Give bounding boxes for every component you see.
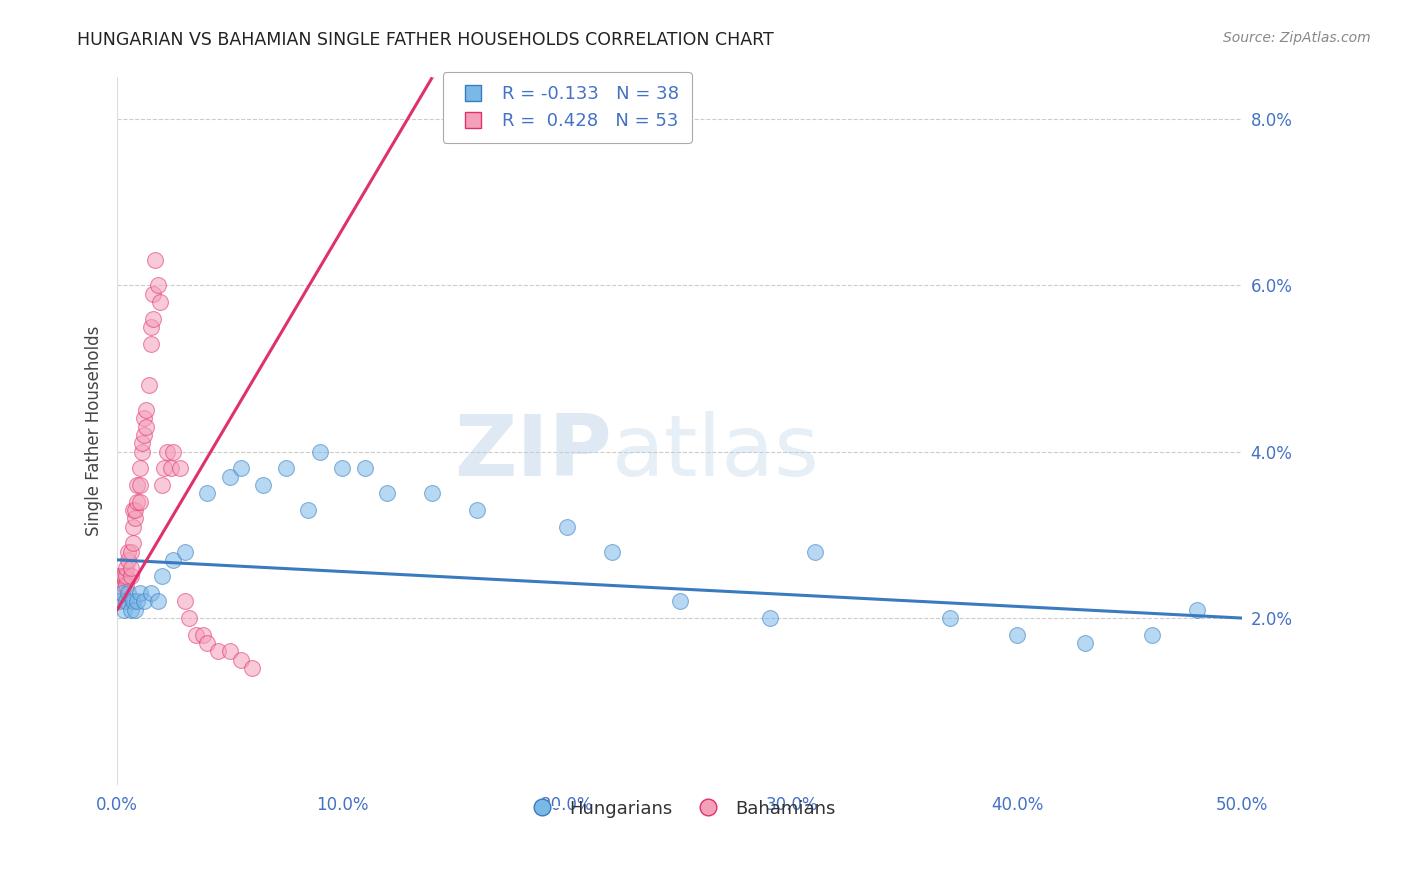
Point (122, 536, 145, 550)
Point (135, 403, 157, 417)
Point (146, 278, 169, 293)
Point (112, 569, 135, 583)
Point (173, 544, 195, 558)
Point (218, 469, 240, 483)
Point (184, 628, 207, 642)
Point (120, 561, 142, 575)
Point (150, 569, 173, 583)
Point (668, 594, 690, 608)
Point (124, 511, 146, 525)
Point (375, 486, 398, 500)
Point (117, 553, 139, 567)
Point (240, 661, 263, 675)
Point (195, 486, 218, 500)
Point (134, 594, 156, 608)
Legend: Hungarians, Bahamians: Hungarians, Bahamians (516, 792, 844, 825)
Text: HUNGARIAN VS BAHAMIAN SINGLE FATHER HOUSEHOLDS CORRELATION CHART: HUNGARIAN VS BAHAMIAN SINGLE FATHER HOUS… (77, 31, 775, 49)
Point (297, 503, 319, 517)
Point (120, 569, 142, 583)
Point (122, 503, 145, 517)
Point (169, 461, 191, 475)
Point (191, 628, 214, 642)
Point (160, 461, 183, 475)
Point (115, 569, 138, 583)
Point (600, 544, 623, 558)
Point (330, 461, 353, 475)
Point (149, 295, 172, 310)
Point (111, 586, 134, 600)
Point (139, 336, 162, 351)
Point (803, 544, 825, 558)
Point (115, 578, 138, 592)
Point (112, 603, 135, 617)
Point (128, 478, 150, 492)
Point (153, 461, 176, 475)
Point (139, 586, 162, 600)
Text: atlas: atlas (612, 410, 820, 493)
Point (108, 569, 131, 583)
Point (122, 594, 145, 608)
Point (120, 603, 142, 617)
Point (162, 553, 184, 567)
Point (1074, 636, 1097, 650)
Point (1142, 628, 1164, 642)
Point (938, 611, 960, 625)
Point (127, 478, 149, 492)
Point (173, 594, 195, 608)
Point (108, 594, 131, 608)
Point (131, 444, 153, 458)
Point (142, 311, 165, 326)
Text: ZIP: ZIP (454, 410, 612, 493)
Point (1187, 603, 1209, 617)
Point (124, 503, 146, 517)
Point (156, 444, 179, 458)
Point (207, 644, 229, 658)
Point (128, 586, 150, 600)
Point (142, 286, 165, 301)
Point (1005, 628, 1028, 642)
Point (134, 411, 156, 425)
Point (138, 378, 160, 392)
Point (128, 461, 150, 475)
Point (124, 603, 146, 617)
Point (146, 594, 169, 608)
Point (117, 544, 139, 558)
Point (111, 569, 134, 583)
Point (150, 478, 173, 492)
Point (229, 461, 252, 475)
Point (195, 636, 218, 650)
Point (134, 428, 156, 442)
Point (252, 478, 274, 492)
Point (127, 594, 149, 608)
Point (758, 611, 780, 625)
Point (179, 611, 201, 625)
Point (127, 494, 149, 508)
Point (128, 494, 150, 508)
Point (115, 594, 138, 608)
Point (218, 644, 240, 658)
Point (115, 561, 138, 575)
Point (465, 503, 488, 517)
Point (555, 519, 578, 533)
Point (162, 444, 184, 458)
Point (108, 594, 131, 608)
Y-axis label: Single Father Households: Single Father Households (86, 326, 103, 536)
Point (117, 586, 139, 600)
Point (135, 419, 157, 434)
Point (111, 586, 134, 600)
Point (308, 444, 330, 458)
Point (120, 544, 142, 558)
Point (274, 461, 297, 475)
Point (139, 320, 162, 334)
Point (112, 578, 135, 592)
Point (122, 519, 145, 533)
Point (145, 253, 167, 268)
Point (353, 461, 375, 475)
Point (131, 436, 153, 450)
Point (229, 653, 252, 667)
Point (420, 486, 443, 500)
Text: Source: ZipAtlas.com: Source: ZipAtlas.com (1223, 31, 1371, 45)
